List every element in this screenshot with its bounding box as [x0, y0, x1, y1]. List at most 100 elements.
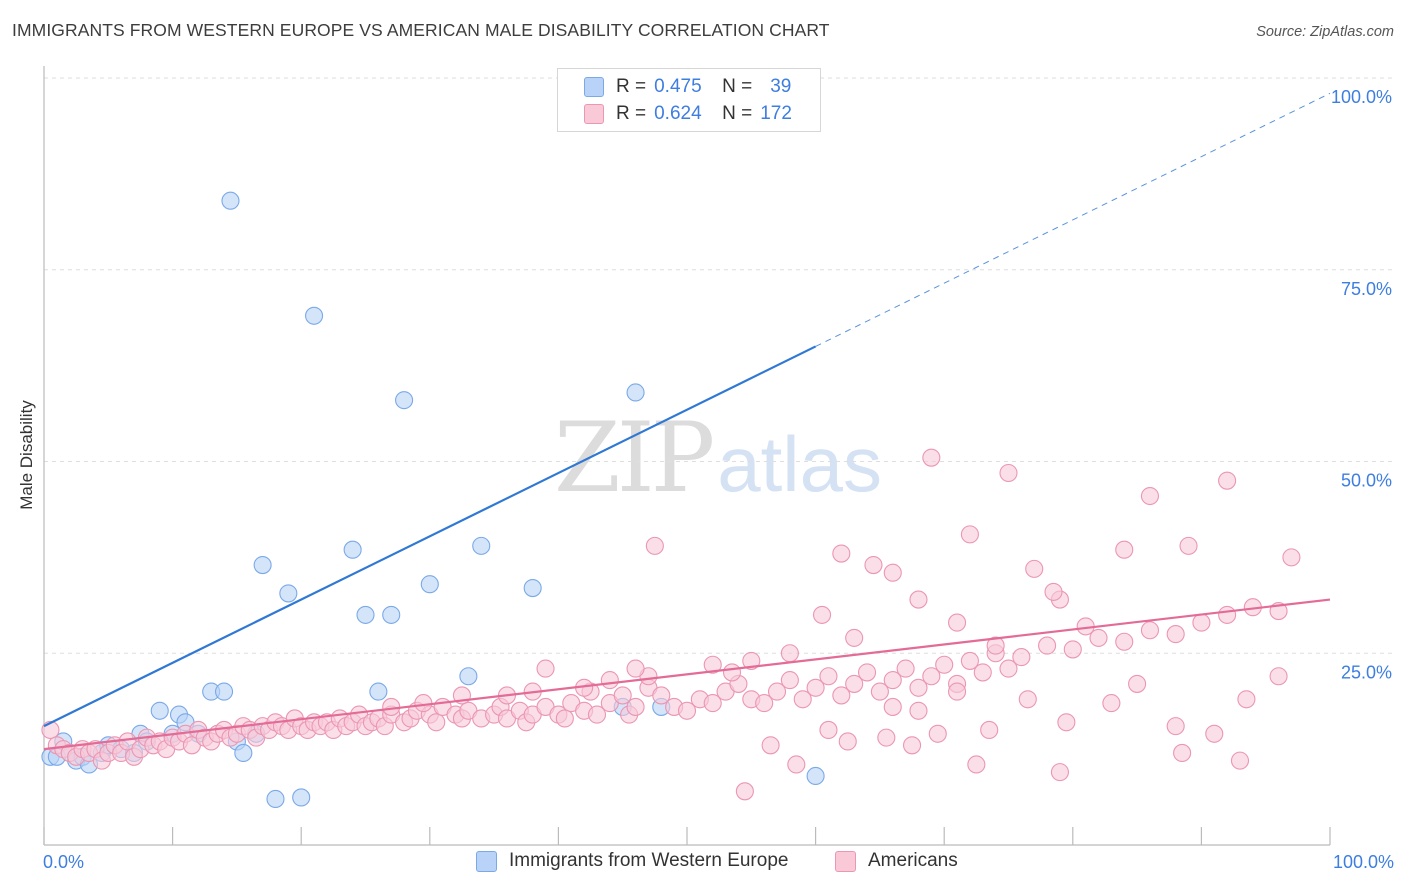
correlation-legend: R = 0.475 N = 39 R = 0.624 N = 172 [557, 68, 821, 132]
pink-point [883, 671, 902, 690]
blue-point [382, 605, 401, 624]
pink-point [1140, 486, 1160, 506]
blue-point [343, 540, 362, 559]
pink-point [928, 724, 947, 743]
pink-point [1230, 751, 1250, 770]
pink-point [1128, 674, 1147, 693]
legend-r-label: R = [616, 103, 647, 124]
pink-point [973, 663, 992, 682]
pink-point [909, 701, 928, 720]
legend-n-value: 39 [770, 76, 792, 97]
pink-point [838, 732, 857, 751]
pink-point [626, 697, 645, 716]
legend-item-western-europe[interactable]: Immigrants from Western Europe [476, 850, 788, 872]
pink-point [1050, 763, 1069, 782]
pink-point [870, 682, 889, 701]
pink-point [980, 720, 999, 740]
pink-point [1218, 605, 1237, 624]
pink-point [883, 697, 902, 716]
pink-point [922, 667, 941, 686]
x-tick-label-min: 0.0% [43, 852, 85, 872]
pink-point [909, 590, 928, 609]
pink-point [1173, 743, 1192, 763]
pink-point [986, 636, 1005, 655]
pink-point [703, 694, 722, 713]
legend-r-value: 0.475 [654, 76, 702, 97]
y-tick-label: 25.0% [1341, 662, 1392, 682]
legend-item-label: Americans [868, 850, 958, 871]
pink-point [967, 755, 986, 774]
blue-point [626, 383, 645, 402]
pink-point [812, 605, 832, 624]
pink-point [1012, 648, 1031, 667]
y-tick-label: 100.0% [1331, 87, 1392, 107]
blue-point [150, 701, 169, 720]
pink-swatch [835, 850, 856, 872]
pink-point [427, 713, 446, 732]
pink-point [645, 536, 664, 555]
pink-point [780, 644, 799, 663]
chart-title: IMMIGRANTS FROM WESTERN EUROPE VS AMERIC… [12, 20, 830, 40]
pink-point [735, 782, 754, 801]
pink-point [1166, 625, 1185, 644]
pink-point [1115, 540, 1134, 559]
blue-point [523, 579, 542, 598]
pink-point [626, 659, 645, 678]
pink-point [1237, 690, 1256, 709]
blue-point [806, 766, 825, 786]
source-credit: Source: ZipAtlas.com [1256, 24, 1394, 40]
pink-point [902, 736, 922, 755]
blue-point [459, 667, 478, 686]
pink-point [555, 709, 574, 728]
pink-point [1057, 713, 1076, 732]
pink-point [1218, 471, 1237, 490]
pink-trend-line [43, 598, 1331, 751]
pink-point [845, 628, 864, 647]
legend-n-label: N = [722, 76, 753, 97]
pink-point [1140, 621, 1160, 640]
blue-point [279, 584, 298, 603]
pink-point [922, 448, 941, 467]
pink-point [755, 694, 774, 713]
pink-point [761, 736, 780, 755]
pink-point [1166, 717, 1185, 736]
pink-point [780, 671, 799, 690]
legend-item-americans[interactable]: Americans [835, 850, 958, 872]
pink-point [832, 544, 851, 563]
y-tick-label: 75.0% [1341, 279, 1392, 299]
pink-point [883, 563, 902, 582]
blue-point [472, 536, 491, 555]
blue-point [221, 191, 240, 210]
y-axis-label: Male Disability [17, 400, 36, 510]
pink-point [960, 525, 979, 544]
pink-point [819, 667, 838, 686]
blue-point [292, 788, 311, 807]
legend-n-value: 172 [760, 103, 792, 124]
pink-point [819, 720, 838, 740]
pink-point [999, 463, 1018, 483]
blue-trend-line [43, 345, 817, 728]
pink-point [960, 651, 979, 670]
pink-point [1038, 636, 1057, 655]
legend-item-label: Immigrants from Western Europe [509, 850, 789, 871]
pink-point [414, 694, 433, 713]
pink-point [1018, 690, 1037, 709]
blue-swatch [476, 850, 497, 872]
pink-point [1115, 632, 1134, 651]
pink-point [793, 690, 812, 709]
pink-point [1044, 582, 1063, 601]
pink-point [1269, 667, 1288, 686]
legend-row-western-europe: R = 0.475 N = 39 [584, 74, 791, 100]
pink-point [832, 686, 851, 705]
pink-point [587, 705, 607, 724]
pink-point [877, 728, 896, 747]
pink-point [1025, 559, 1044, 578]
blue-point [369, 682, 388, 701]
pink-point [652, 686, 671, 705]
pink-point [1205, 724, 1224, 743]
legend-r-label: R = [616, 76, 647, 97]
x-tick-label-max: 100.0% [1332, 852, 1394, 872]
pink-point [896, 659, 915, 678]
pink-point [1192, 613, 1211, 632]
